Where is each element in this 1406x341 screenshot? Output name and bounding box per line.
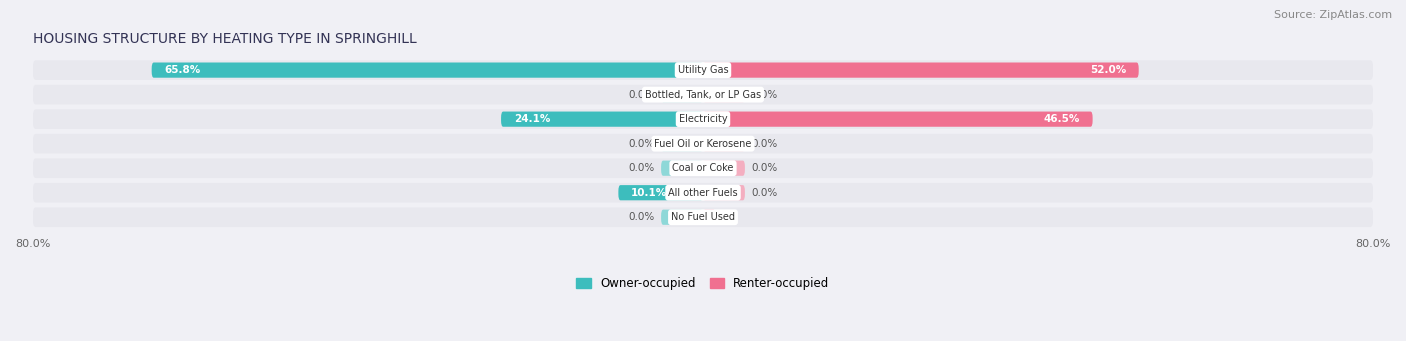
Text: 10.1%: 10.1% xyxy=(631,188,668,198)
FancyBboxPatch shape xyxy=(661,161,703,176)
FancyBboxPatch shape xyxy=(152,62,703,78)
FancyBboxPatch shape xyxy=(32,183,1374,203)
Text: 0.0%: 0.0% xyxy=(628,90,654,100)
Text: Electricity: Electricity xyxy=(679,114,727,124)
FancyBboxPatch shape xyxy=(703,112,1092,127)
Legend: Owner-occupied, Renter-occupied: Owner-occupied, Renter-occupied xyxy=(576,277,830,290)
Text: Source: ZipAtlas.com: Source: ZipAtlas.com xyxy=(1274,10,1392,20)
Text: 0.0%: 0.0% xyxy=(628,139,654,149)
FancyBboxPatch shape xyxy=(703,62,1139,78)
Text: 24.1%: 24.1% xyxy=(513,114,550,124)
FancyBboxPatch shape xyxy=(661,210,703,225)
Text: 1.5%: 1.5% xyxy=(673,212,703,222)
Text: 0.0%: 0.0% xyxy=(628,163,654,173)
FancyBboxPatch shape xyxy=(32,134,1374,153)
FancyBboxPatch shape xyxy=(703,136,745,151)
FancyBboxPatch shape xyxy=(703,87,745,102)
Text: 65.8%: 65.8% xyxy=(165,65,201,75)
Text: 0.0%: 0.0% xyxy=(752,163,778,173)
FancyBboxPatch shape xyxy=(619,185,703,200)
Text: 46.5%: 46.5% xyxy=(1043,114,1080,124)
Text: Utility Gas: Utility Gas xyxy=(678,65,728,75)
Text: 0.0%: 0.0% xyxy=(628,212,654,222)
FancyBboxPatch shape xyxy=(703,161,745,176)
Text: 52.0%: 52.0% xyxy=(1090,65,1126,75)
FancyBboxPatch shape xyxy=(703,185,745,200)
FancyBboxPatch shape xyxy=(32,109,1374,129)
FancyBboxPatch shape xyxy=(32,85,1374,104)
Text: Bottled, Tank, or LP Gas: Bottled, Tank, or LP Gas xyxy=(645,90,761,100)
Text: 0.0%: 0.0% xyxy=(752,90,778,100)
Text: HOUSING STRUCTURE BY HEATING TYPE IN SPRINGHILL: HOUSING STRUCTURE BY HEATING TYPE IN SPR… xyxy=(32,32,416,46)
FancyBboxPatch shape xyxy=(32,158,1374,178)
Text: All other Fuels: All other Fuels xyxy=(668,188,738,198)
FancyBboxPatch shape xyxy=(661,136,703,151)
FancyBboxPatch shape xyxy=(32,60,1374,80)
FancyBboxPatch shape xyxy=(32,207,1374,227)
FancyBboxPatch shape xyxy=(703,210,716,225)
Text: 0.0%: 0.0% xyxy=(752,139,778,149)
Text: No Fuel Used: No Fuel Used xyxy=(671,212,735,222)
FancyBboxPatch shape xyxy=(661,87,703,102)
Text: 0.0%: 0.0% xyxy=(752,188,778,198)
Text: Coal or Coke: Coal or Coke xyxy=(672,163,734,173)
Text: Fuel Oil or Kerosene: Fuel Oil or Kerosene xyxy=(654,139,752,149)
FancyBboxPatch shape xyxy=(501,112,703,127)
